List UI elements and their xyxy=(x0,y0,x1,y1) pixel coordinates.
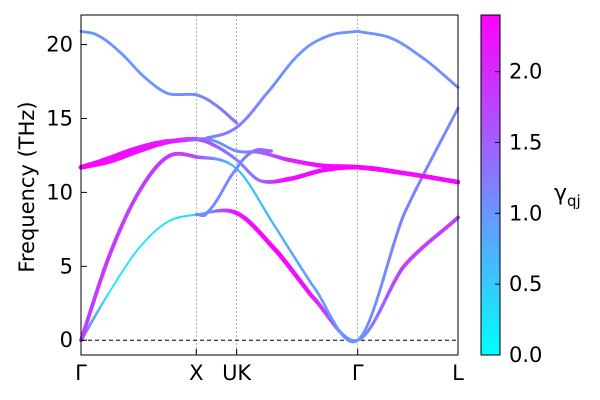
y-tick-label: 5 xyxy=(60,254,73,278)
phonon-bands xyxy=(78,29,461,344)
colorbar-label-main: γ xyxy=(554,181,567,206)
colorbar-tick-label: 1.5 xyxy=(509,131,542,155)
x-tick-label: L xyxy=(452,361,464,385)
phonon-band xyxy=(79,106,460,344)
colorbar-tick-label: 0.5 xyxy=(509,272,542,296)
phonon-band xyxy=(79,29,239,125)
y-tick-label: 15 xyxy=(46,106,73,130)
colorbar-tick-label: 2.0 xyxy=(509,60,542,84)
colorbar-tick-label: 1.0 xyxy=(509,201,542,225)
phonon-band xyxy=(78,137,461,185)
x-axis-ticks: Γ X UK Γ L xyxy=(75,349,464,385)
x-tick-label: UK xyxy=(222,361,252,385)
plot-frame xyxy=(80,14,459,356)
phonon-band xyxy=(79,208,460,343)
high-symmetry-lines xyxy=(195,15,359,355)
colorbar xyxy=(480,14,501,356)
phonon-band xyxy=(356,29,460,89)
y-axis-ticks: 0 5 10 15 20 xyxy=(46,33,87,352)
phonon-band xyxy=(78,137,461,185)
colorbar-label-sub: qj xyxy=(567,192,581,210)
band-segment xyxy=(233,119,239,125)
phonon-band xyxy=(194,148,273,218)
y-tick-label: 0 xyxy=(60,328,73,352)
x-tick-label: Γ xyxy=(75,361,87,385)
colorbar-tick-label: 0.0 xyxy=(509,343,542,367)
colorbar-label: γqj xyxy=(554,181,581,210)
y-axis-label: Frequency (THz) xyxy=(15,101,39,272)
y-tick-label: 20 xyxy=(46,33,73,57)
x-tick-label: X xyxy=(189,361,203,385)
phonon-band xyxy=(78,29,360,170)
colorbar-ticks: 0.0 0.5 1.0 1.5 2.0 xyxy=(495,60,542,367)
y-tick-label: 10 xyxy=(46,180,73,204)
x-tick-label: Γ xyxy=(352,361,364,385)
